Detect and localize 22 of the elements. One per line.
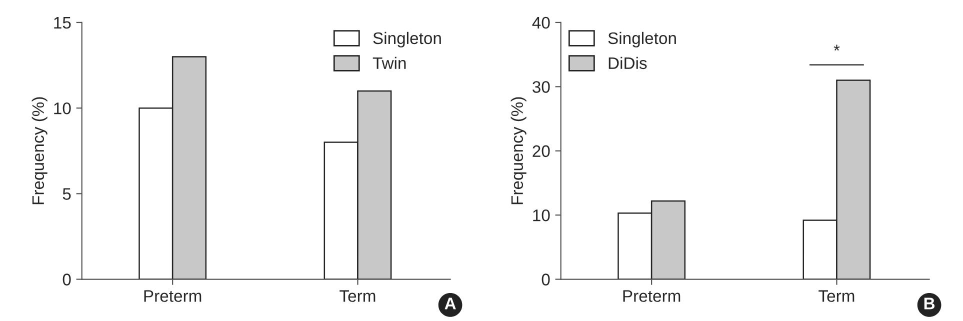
- x-tick-label: Preterm: [144, 290, 202, 302]
- y-tick-label: 10: [533, 209, 550, 222]
- y-tick-label: 10: [54, 102, 71, 114]
- text: A: [444, 298, 456, 310]
- legend-label: Singleton: [608, 32, 676, 48]
- y-axis-title: Frequency (%): [32, 97, 48, 204]
- y-axis-title: Frequency (%): [510, 97, 526, 204]
- text: B: [924, 298, 935, 310]
- x-tick-label: Term: [818, 290, 854, 302]
- y-tick-label: 15: [54, 17, 71, 29]
- y-tick-label: 0: [542, 274, 550, 286]
- y-tick-label: 5: [62, 188, 71, 200]
- legend-label: Twin: [372, 56, 406, 69]
- annotation: *: [834, 44, 840, 51]
- y-tick-label: 0: [62, 274, 71, 286]
- y-tick-label: 40: [532, 16, 550, 29]
- y-tick-label: 20: [532, 145, 550, 158]
- y-tick-label: 30: [532, 81, 550, 93]
- x-tick-label: Preterm: [623, 290, 680, 302]
- x-tick-label: Term: [340, 290, 376, 302]
- legend-label: Singleton: [373, 32, 441, 48]
- legend-label: DiDis: [608, 56, 647, 70]
